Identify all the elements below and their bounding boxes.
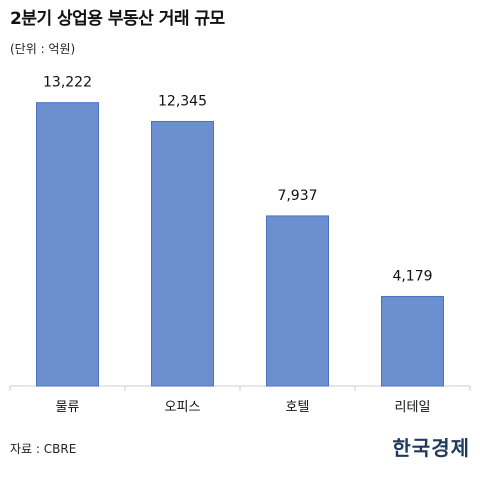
bar-호텔 (266, 215, 329, 387)
bar-리테일 (381, 295, 444, 387)
category-label: 오피스 (165, 400, 201, 415)
data-label: 7,937 (277, 188, 317, 204)
unit-label: (단위 : 억원) (10, 42, 76, 56)
bar-물류 (36, 102, 99, 387)
bar-오피스 (151, 120, 214, 387)
category-label: 물류 (56, 400, 80, 415)
data-label: 4,179 (392, 268, 432, 284)
data-label: 12,345 (158, 93, 207, 109)
data-label: 13,222 (43, 75, 92, 91)
publisher-logo: 한국경제 (392, 436, 470, 460)
category-label: 리테일 (395, 400, 431, 415)
source-note: 자료 : CBRE (10, 442, 77, 456)
category-label: 호텔 (286, 400, 310, 415)
bar-chart: 13,222 물류 12,345 오피스 7,937 호텔 4,179 리테일 (9, 75, 471, 415)
chart-title: 2분기 상업용 부동산 거래 규모 (10, 9, 225, 29)
